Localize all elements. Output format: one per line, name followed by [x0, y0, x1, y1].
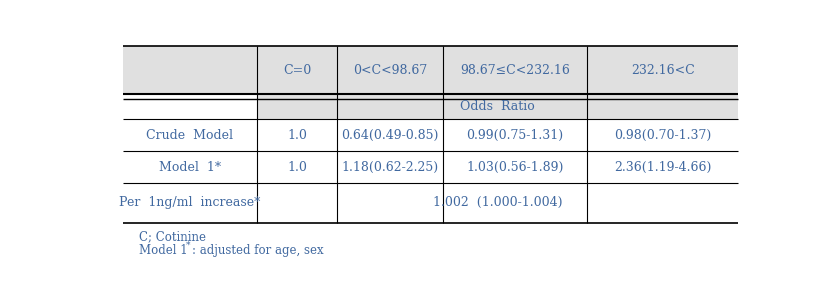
Text: 0.99(0.75-1.31): 0.99(0.75-1.31)	[466, 129, 564, 142]
Text: Model  1*: Model 1*	[159, 161, 221, 174]
Bar	[122, 46, 738, 94]
Text: Odds  Ratio: Odds Ratio	[460, 101, 535, 114]
Text: 0.64(0.49-0.85): 0.64(0.49-0.85)	[342, 129, 439, 142]
Text: 1.03(0.56-1.89): 1.03(0.56-1.89)	[466, 161, 564, 174]
Text: 1.002  (1.000-1.004): 1.002 (1.000-1.004)	[433, 196, 562, 209]
Text: C; Cotinine: C; Cotinine	[139, 230, 206, 243]
Text: 0.98(0.70-1.37): 0.98(0.70-1.37)	[614, 129, 711, 142]
Text: 0<C<98.67: 0<C<98.67	[353, 63, 428, 76]
Text: 2.36(1.19-4.66): 2.36(1.19-4.66)	[614, 161, 711, 174]
Text: Model 1: Model 1	[139, 244, 187, 257]
Text: 1.0: 1.0	[287, 129, 307, 142]
Text: : adjusted for age, sex: : adjusted for age, sex	[192, 244, 323, 257]
Text: 1.0: 1.0	[287, 161, 307, 174]
Text: 232.16<C: 232.16<C	[631, 63, 695, 76]
Text: C=0: C=0	[283, 63, 312, 76]
Text: Crude  Model: Crude Model	[146, 129, 233, 142]
Text: *: *	[185, 240, 190, 250]
Text: 98.67≤C<232.16: 98.67≤C<232.16	[461, 63, 570, 76]
Text: Per  1ng/ml  increase*: Per 1ng/ml increase*	[119, 196, 261, 209]
Text: 1.18(0.62-2.25): 1.18(0.62-2.25)	[342, 161, 439, 174]
Bar	[257, 94, 738, 119]
